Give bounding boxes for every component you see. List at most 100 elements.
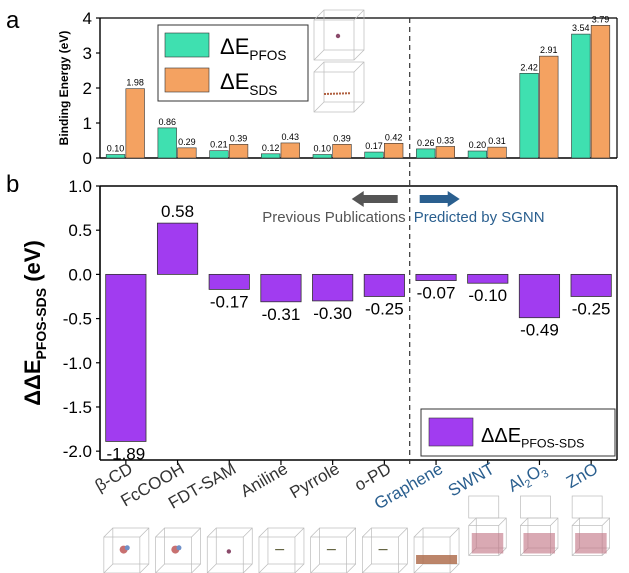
panel-b-legend: ΔΔEPFOS-SDS: [420, 408, 616, 457]
bar-ddE: [156, 222, 199, 275]
panel-b-ytick-label: -1.0: [63, 354, 92, 373]
xtick-label: Al2O3: [505, 459, 551, 498]
bar-sds: [332, 144, 352, 159]
bar-ddE: [260, 273, 302, 303]
structure-thumbnails: [103, 495, 611, 573]
xtick-label: Aniline: [237, 459, 291, 501]
bar-sds-label: 3.79: [592, 14, 610, 24]
bar-sds-label: 0.31: [488, 136, 506, 146]
bar-ddE-label: -1.89: [106, 444, 145, 463]
bar-sds-label: 0.42: [385, 132, 403, 142]
bar-ddE: [415, 273, 457, 281]
annotation-previous: Previous Publications: [262, 209, 405, 226]
bar-sds: [487, 146, 507, 159]
structure-thumbnail-icon: [468, 495, 507, 556]
bar-ddE-label: -0.17: [210, 292, 249, 311]
bar-pfos-label: 2.42: [520, 62, 538, 72]
legend-inset-sds-icon: [313, 61, 365, 113]
bar-sds-label: 2.91: [540, 45, 558, 55]
bar-sds: [435, 146, 455, 159]
bar-ddE: [208, 273, 250, 290]
bar-pfos: [416, 148, 436, 159]
panel-label-b: b: [6, 171, 19, 198]
structure-thumbnail-icon: [362, 527, 408, 573]
bar-pfos-label: 0.17: [365, 141, 383, 151]
bar-pfos: [261, 153, 281, 159]
structure-thumbnail-icon: [413, 527, 460, 573]
bar-ddE: [570, 273, 612, 297]
bar-sds-label: 0.39: [333, 133, 351, 143]
panel-a-ytick-label: 0: [83, 149, 92, 168]
bar-ddE-label: 0.58: [161, 202, 194, 221]
panel-a-ytick-label: 4: [83, 9, 92, 28]
bar-ddE-label: -0.49: [520, 321, 559, 340]
annotation-predicted: Predicted by SGNN: [414, 209, 545, 226]
bar-ddE: [363, 273, 405, 297]
legend-label-pfos: ΔEPFOS: [220, 34, 286, 63]
legend-swatch-pfos: [164, 32, 210, 58]
bar-sds-label: 0.39: [230, 133, 248, 143]
legend-label-sds: ΔESDS: [220, 69, 277, 98]
bar-sds-label: 1.98: [126, 78, 144, 88]
bar-sds: [125, 88, 145, 159]
bar-sds-label: 0.29: [178, 137, 196, 147]
bar-pfos-label: 0.10: [314, 144, 332, 154]
panel-a-y-label: Binding Energy (eV): [57, 31, 71, 146]
xtick-label: ZnO: [563, 459, 601, 492]
legend-inset-pfos-icon: [313, 9, 365, 61]
panel-b-y-label: ΔΔEPFOS-SDS (eV): [20, 240, 49, 406]
legend-swatch-sds: [164, 67, 210, 93]
bar-ddE: [518, 273, 561, 319]
panel-a-chart: 0 1 2 3 4 Binding Energy (eV) 0.10 0.86 0.21 0.12…: [57, 9, 618, 168]
legend-swatch-ddE: [428, 417, 474, 447]
panel-b-ytick-label: -1.5: [63, 398, 92, 417]
bar-ddE-label: -0.25: [365, 299, 404, 318]
bar-pfos: [157, 127, 177, 159]
bar-pfos: [519, 73, 539, 159]
bar-sds: [228, 144, 249, 159]
panel-a-ytick-label: 2: [83, 79, 92, 98]
bar-pfos-label: 0.12: [262, 143, 280, 153]
bar-sds: [384, 143, 404, 159]
legend-label-ddE: ΔΔEPFOS-SDS: [481, 425, 584, 451]
bar-pfos-label: 0.26: [417, 138, 435, 148]
bar-ddE-label: -0.07: [417, 284, 456, 303]
bar-sds: [177, 147, 197, 159]
bar-ddE-label: -0.25: [572, 299, 611, 318]
panel-a-legend: ΔEPFOS ΔESDS: [157, 9, 365, 113]
structure-thumbnail-icon: [258, 527, 305, 573]
bar-ddE-label: -0.10: [468, 286, 507, 305]
bar-pfos: [571, 33, 591, 159]
bar-sds: [590, 25, 611, 159]
bar-sds-label: 0.43: [282, 132, 300, 142]
bar-pfos-label: 0.21: [210, 140, 228, 150]
structure-thumbnail-icon: [571, 495, 611, 556]
bar-sds: [280, 142, 300, 159]
previous-arrow-icon: [351, 191, 398, 207]
xtick-label: SWNT: [445, 459, 498, 500]
bar-pfos-label: 3.54: [572, 23, 590, 33]
panel-b-ytick-label: 1.0: [68, 177, 92, 196]
bar-ddE: [105, 273, 147, 442]
predicted-arrow-icon: [419, 191, 460, 207]
bar-pfos-label: 0.86: [158, 117, 176, 127]
bar-ddE: [312, 273, 354, 302]
bar-ddE-label: -0.31: [262, 305, 301, 324]
bar-pfos: [467, 150, 488, 159]
xtick-label: Pyrrole: [287, 459, 343, 502]
bar-ddE-label: -0.30: [313, 304, 352, 323]
panel-b-ytick-label: 0.5: [68, 221, 92, 240]
panel-b-ytick-label: -0.5: [63, 310, 92, 329]
bar-pfos: [364, 151, 384, 159]
bar-pfos: [312, 154, 332, 159]
bar-ddE: [467, 273, 509, 284]
bar-pfos-label: 0.20: [469, 140, 487, 150]
bar-pfos: [209, 150, 229, 159]
structure-thumbnail-icon: [206, 527, 253, 573]
structure-thumbnail-icon: [103, 527, 150, 573]
structure-thumbnail-icon: [520, 495, 559, 556]
panel-label-a: a: [6, 7, 20, 34]
structure-thumbnail-icon: [155, 527, 201, 573]
panel-b-ytick-label: 0.0: [68, 265, 92, 284]
